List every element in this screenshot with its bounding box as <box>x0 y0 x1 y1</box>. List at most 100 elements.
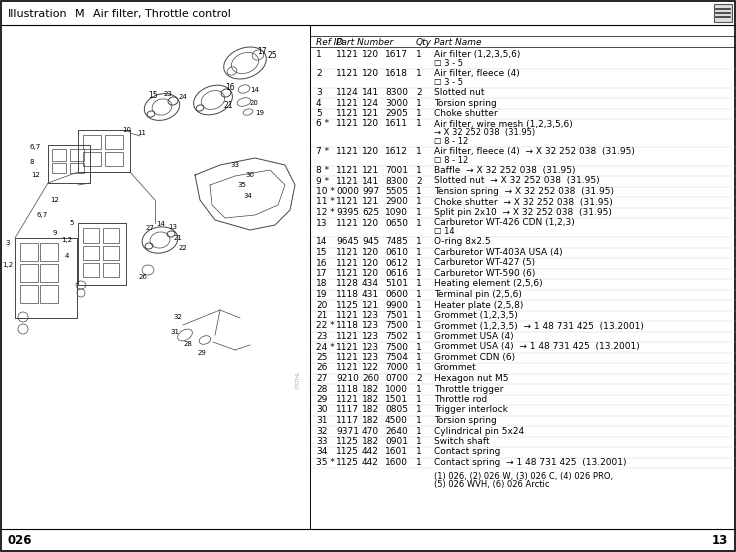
Text: 28: 28 <box>316 385 328 394</box>
Bar <box>103 228 119 243</box>
Text: 35 *: 35 * <box>316 458 335 467</box>
Text: 1125: 1125 <box>336 437 359 446</box>
Text: ☐ 3 - 5: ☐ 3 - 5 <box>434 59 463 67</box>
Text: 27: 27 <box>146 225 155 231</box>
Text: 1121: 1121 <box>336 332 359 341</box>
Text: 8300: 8300 <box>385 177 408 185</box>
Text: Terminal pin (2,5,6): Terminal pin (2,5,6) <box>434 290 522 299</box>
Text: 120: 120 <box>362 248 379 257</box>
Text: 120: 120 <box>362 219 379 227</box>
Text: 182: 182 <box>362 416 379 425</box>
Text: 1121: 1121 <box>336 98 359 108</box>
Text: 8300: 8300 <box>385 88 408 97</box>
Text: 120: 120 <box>362 258 379 268</box>
Text: 1: 1 <box>416 269 422 278</box>
Bar <box>70 149 84 161</box>
Text: 1121: 1121 <box>336 50 359 59</box>
Text: 5101: 5101 <box>385 279 408 289</box>
Text: 1125: 1125 <box>336 458 359 467</box>
Text: 5: 5 <box>70 220 74 226</box>
Text: 23: 23 <box>163 91 172 97</box>
Text: 1: 1 <box>416 258 422 268</box>
Text: 1612: 1612 <box>385 147 408 156</box>
Text: 9: 9 <box>53 230 57 236</box>
Text: 4: 4 <box>65 253 69 259</box>
Bar <box>70 163 84 173</box>
Text: 1617: 1617 <box>385 50 408 59</box>
Text: 3: 3 <box>6 240 10 246</box>
Text: 14: 14 <box>250 87 259 93</box>
Text: 1: 1 <box>416 166 422 175</box>
Bar <box>52 163 66 173</box>
Text: 7501: 7501 <box>385 311 408 320</box>
Text: 10: 10 <box>122 127 132 133</box>
Text: 22 *: 22 * <box>316 321 335 331</box>
Text: Switch shaft: Switch shaft <box>434 437 489 446</box>
Text: 1125: 1125 <box>336 448 359 457</box>
Text: 27: 27 <box>316 374 328 383</box>
Bar <box>15 238 77 318</box>
Text: → X 32 252 038  (31.95): → X 32 252 038 (31.95) <box>434 128 535 137</box>
Bar <box>105 135 123 149</box>
Text: Trigger interlock: Trigger interlock <box>434 406 508 415</box>
Text: 1121: 1121 <box>336 109 359 118</box>
Text: 2900: 2900 <box>385 198 408 206</box>
Text: 1121: 1121 <box>336 311 359 320</box>
Text: 1: 1 <box>316 50 322 59</box>
Text: 1: 1 <box>416 109 422 118</box>
Text: 14: 14 <box>157 221 166 227</box>
Text: 0700: 0700 <box>385 374 408 383</box>
Text: Slotted nut: Slotted nut <box>434 88 484 97</box>
Text: 11 *: 11 * <box>316 198 335 206</box>
Text: Part Name: Part Name <box>434 38 481 47</box>
Text: 9210: 9210 <box>336 374 359 383</box>
Text: 32: 32 <box>174 314 183 320</box>
Text: 1618: 1618 <box>385 69 408 78</box>
Text: Choke shutter: Choke shutter <box>434 109 498 118</box>
Bar <box>103 263 119 277</box>
Text: Grommet USA (4): Grommet USA (4) <box>434 332 514 341</box>
Text: 182: 182 <box>362 395 379 404</box>
Bar <box>48 145 90 183</box>
Text: 8 *: 8 * <box>316 166 329 175</box>
Text: 1: 1 <box>416 219 422 227</box>
Bar <box>20 243 38 261</box>
Text: 21: 21 <box>174 235 183 241</box>
Text: Choke shutter  → X 32 252 038  (31.95): Choke shutter → X 32 252 038 (31.95) <box>434 198 613 206</box>
Text: 5505: 5505 <box>385 187 408 196</box>
Bar <box>83 246 99 260</box>
Text: ☐ 14: ☐ 14 <box>434 227 455 236</box>
Text: 2: 2 <box>416 88 422 97</box>
Text: 34: 34 <box>316 448 328 457</box>
Bar <box>83 228 99 243</box>
Text: 1611: 1611 <box>385 119 408 129</box>
Text: Air filter, fleece (4): Air filter, fleece (4) <box>434 69 520 78</box>
Text: ☐ 8 - 12: ☐ 8 - 12 <box>434 156 468 164</box>
Text: 34: 34 <box>244 193 252 199</box>
Text: 1000: 1000 <box>385 385 408 394</box>
Text: 1: 1 <box>416 290 422 299</box>
Text: 6,7: 6,7 <box>29 144 40 150</box>
Text: 1,2: 1,2 <box>2 262 13 268</box>
Text: 33: 33 <box>230 162 239 168</box>
Text: 25: 25 <box>267 51 277 61</box>
Text: Slotted nut  → X 32 252 038  (31.95): Slotted nut → X 32 252 038 (31.95) <box>434 177 600 185</box>
Text: 25: 25 <box>316 353 328 362</box>
Text: 21: 21 <box>316 311 328 320</box>
Text: 29: 29 <box>197 350 206 356</box>
Bar <box>20 264 38 282</box>
Text: 1124: 1124 <box>336 88 358 97</box>
Bar <box>83 152 101 166</box>
Text: 9900: 9900 <box>385 300 408 310</box>
Bar <box>83 263 99 277</box>
Text: ☐ 3 - 5: ☐ 3 - 5 <box>434 77 463 87</box>
Text: 1: 1 <box>416 385 422 394</box>
Text: 1600: 1600 <box>385 458 408 467</box>
Text: 0901: 0901 <box>385 437 408 446</box>
Text: 8: 8 <box>29 159 35 165</box>
Text: 6 *: 6 * <box>316 119 329 129</box>
Text: 122: 122 <box>362 364 379 373</box>
Text: 23: 23 <box>316 332 328 341</box>
Text: 2905: 2905 <box>385 109 408 118</box>
Text: 1118: 1118 <box>336 321 359 331</box>
